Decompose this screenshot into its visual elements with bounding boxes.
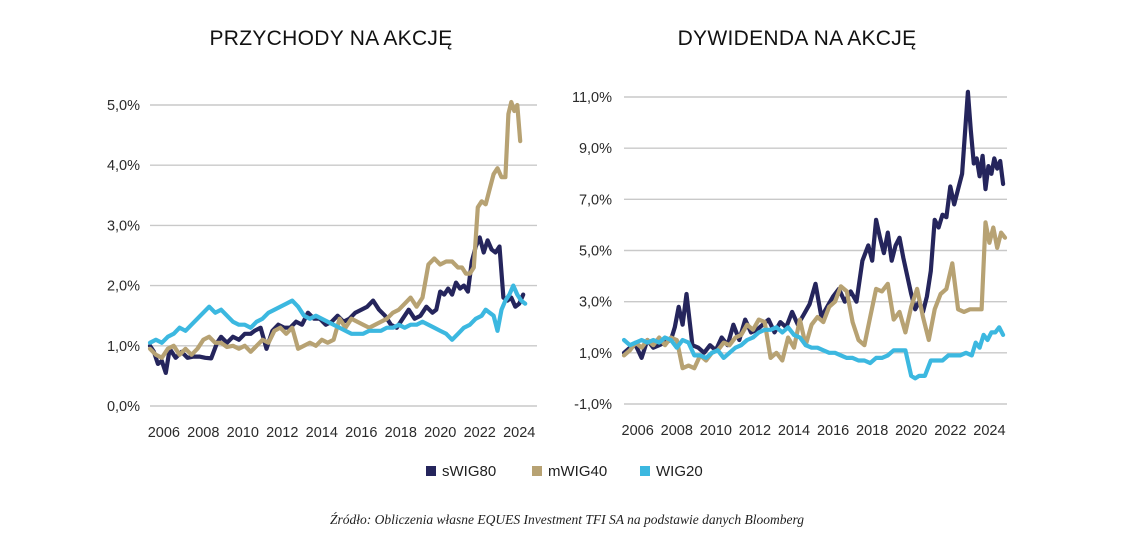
dividend-y-tick-label: 11,0% [572,90,612,106]
dividend-x-tick-label: 2014 [778,423,810,439]
dividend-y-tick-label: 3,0% [579,295,612,311]
dividend-x-tick-label: 2010 [700,423,732,439]
revenue-series-swig80 [147,235,526,375]
dividend-x-tick-label: 2020 [895,423,927,439]
legend-swatch-swig80 [426,466,436,476]
revenue-x-tick-label: 2024 [503,425,535,441]
dividend-per-share-chart: -1,0% 1,0% 3,0% 5,0% 7,0% 9,0% 11,0% 2006 2008 20… [572,89,1008,439]
revenue-y-tick-label: 3,0% [107,218,140,234]
dividend-x-tick-label: 2024 [973,423,1005,439]
revenue-y-tick-label: 4,0% [107,158,140,174]
revenue-x-tick-label: 2010 [227,425,259,441]
dividend-y-tick-label: 9,0% [579,141,612,157]
dividend-y-tick-label: 1,0% [579,346,612,362]
dividend-x-tick-label: 2016 [817,423,849,439]
dividend-x-tick-label: 2006 [622,423,654,439]
dividend-x-tick-label: 2008 [661,423,693,439]
legend-swatch-wig20 [640,466,650,476]
dividend-y-tick-label: -1,0% [574,397,612,413]
revenue-series-mwig40 [147,99,523,360]
right-chart-title: DYWIDENDA NA AKCJĘ [678,27,917,50]
dividend-y-tick-label: 5,0% [579,244,612,260]
revenue-y-tick-label: 1,0% [107,339,140,355]
left-chart-title: PRZYCHODY NA AKCJĘ [209,27,452,50]
revenue-per-share-chart: 0,0% 1,0% 2,0% 3,0% 4,0% 5,0% 2006 2008 2010 2012… [107,98,537,441]
revenue-x-tick-label: 2018 [385,425,417,441]
revenue-x-tick-label: 2020 [424,425,456,441]
legend: sWIG80 mWIG40 WIG20 [426,463,703,480]
revenue-x-tick-label: 2022 [464,425,496,441]
legend-label-mwig40: mWIG40 [548,463,607,480]
revenue-series-wig20 [147,283,528,345]
dividend-series-swig80 [621,89,1006,360]
dividend-series-mwig40 [621,220,1008,371]
revenue-y-tick-label: 0,0% [107,399,140,415]
revenue-y-tick-label: 2,0% [107,279,140,295]
legend-label-swig80: sWIG80 [442,463,496,480]
dividend-x-tick-label: 2018 [856,423,888,439]
revenue-x-tick-label: 2016 [345,425,377,441]
revenue-x-tick-label: 2008 [187,425,219,441]
dividend-x-tick-label: 2022 [934,423,966,439]
dividend-y-tick-label: 7,0% [579,192,612,208]
revenue-x-tick-label: 2012 [266,425,298,441]
revenue-x-tick-label: 2006 [148,425,180,441]
dividend-x-tick-label: 2012 [739,423,771,439]
revenue-y-tick-label: 5,0% [107,98,140,114]
source-note: Źródło: Obliczenia własne EQUES Investme… [330,512,804,527]
revenue-x-tick-label: 2014 [306,425,338,441]
legend-label-wig20: WIG20 [656,463,703,480]
dividend-series-wig20 [621,325,1006,381]
legend-swatch-mwig40 [532,466,542,476]
